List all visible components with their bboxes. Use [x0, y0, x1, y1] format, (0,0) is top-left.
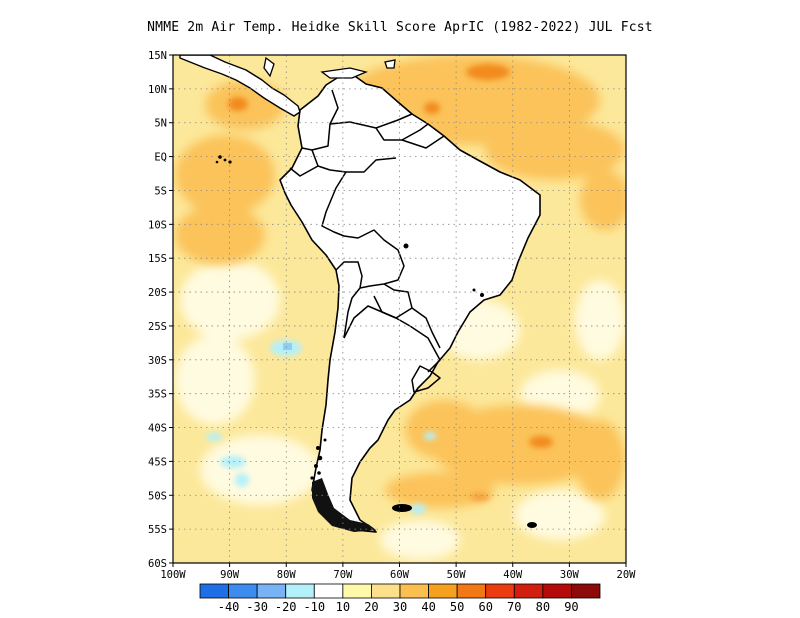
chart-title: NMME 2m Air Temp. Heidke Skill Score Apr… [147, 20, 653, 35]
colorbar-swatch [285, 583, 315, 599]
lat-label: 50S [148, 490, 167, 502]
colorbar-swatch [371, 583, 401, 599]
lat-label: 60S [148, 558, 167, 570]
colorbar-swatch [456, 583, 487, 599]
colorbar: -40 -30 -20 -10 10 20 30 40 50 60 70 80 90 [199, 583, 601, 614]
lat-label: 25S [148, 321, 167, 333]
lat-label: 30S [148, 355, 167, 367]
caribbean-islands [263, 56, 396, 79]
lon-label: 90W [220, 569, 240, 581]
colorbar-label: 30 [393, 600, 407, 614]
colorbar-swatch [256, 583, 287, 599]
country-borders [289, 89, 445, 393]
colorbar-swatch [199, 583, 229, 599]
chile-archipelago [310, 438, 327, 480]
lat-label: 40S [148, 423, 167, 435]
lakes [403, 243, 484, 297]
colorbar-label: -30 [246, 600, 268, 614]
colorbar-swatch [228, 583, 258, 599]
lon-label: 70W [333, 569, 353, 581]
orange-patches [175, 55, 626, 508]
colorbar-label: 50 [450, 600, 464, 614]
lat-label: 10S [148, 219, 167, 231]
grid-lines [173, 55, 626, 563]
lon-label: 80W [277, 569, 297, 581]
colorbar-label: 60 [478, 600, 492, 614]
colorbar-swatch [399, 583, 429, 599]
lon-label: 40W [503, 569, 523, 581]
lat-label: 45S [148, 456, 167, 468]
lon-label: 100W [160, 569, 186, 581]
blue-contour [283, 343, 292, 350]
axis-ticks: 15N 10N 5N EQ 5S 10S 15S 20S 25S 30S 35S 40S 45S 50S 5… [148, 50, 636, 581]
colorbar-label: -20 [275, 600, 297, 614]
colorbar-swatch [542, 583, 572, 599]
falkland-islands [392, 504, 537, 528]
lat-label: 35S [148, 389, 167, 401]
colorbar-label: 10 [336, 600, 350, 614]
tierra-del-fuego [312, 478, 376, 532]
lat-label: 5S [154, 185, 167, 197]
lat-label: 20S [148, 287, 167, 299]
lon-label: 50W [447, 569, 467, 581]
lat-label: 15S [148, 253, 167, 265]
lat-label: 10N [148, 84, 167, 96]
colorbar-label: 40 [421, 600, 435, 614]
hot-spots [228, 64, 553, 501]
colorbar-label: 90 [564, 600, 578, 614]
colorbar-label: 80 [536, 600, 550, 614]
lon-label: 30W [560, 569, 580, 581]
colorbar-swatch [571, 583, 601, 599]
galapagos-islands [215, 155, 232, 164]
lon-label: 60W [390, 569, 410, 581]
colorbar-swatch [342, 583, 372, 599]
colorbar-swatch [313, 583, 344, 599]
colorbar-swatch [513, 583, 544, 599]
colorbar-label: -40 [218, 600, 240, 614]
lat-label: EQ [154, 152, 167, 164]
colorbar-label: -10 [303, 600, 325, 614]
lat-label: 5N [154, 118, 167, 130]
lat-label: 55S [148, 524, 167, 536]
colorbar-swatch [428, 583, 458, 599]
colorbar-label: 70 [507, 600, 521, 614]
central-america [179, 55, 301, 117]
colorbar-swatch [485, 583, 515, 599]
lat-label: 15N [148, 50, 167, 62]
lon-label: 20W [617, 569, 637, 581]
colorbar-label: 20 [364, 600, 378, 614]
